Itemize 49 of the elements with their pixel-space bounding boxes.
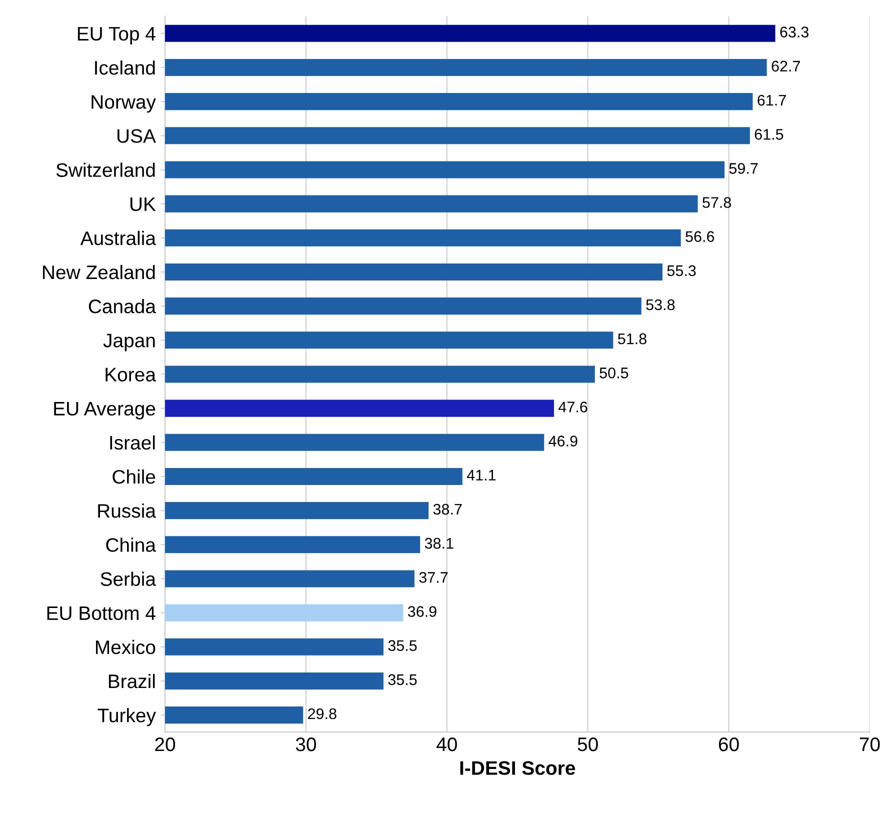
data-label: 63.3	[780, 26, 809, 38]
x-tick-label: 50	[578, 737, 598, 752]
x-tick-label: 30	[296, 737, 316, 752]
data-label: 57.8	[702, 197, 731, 208]
data-label: 56.6	[686, 231, 714, 242]
y-tick-label: Korea	[106, 368, 156, 382]
data-label: 38.7	[433, 504, 462, 515]
y-tick-label: Turkey	[98, 708, 156, 726]
data-label: 51.8	[618, 333, 646, 344]
data-label: 61.7	[758, 94, 786, 106]
data-label: 50.5	[600, 368, 628, 378]
y-tick-label: Israel	[110, 435, 155, 450]
y-tick-label: Serbia	[100, 572, 156, 586]
y-tick-label: UK	[130, 197, 156, 212]
x-axis-title: I-DESI Score	[460, 761, 576, 775]
y-tick-label: Australia	[80, 230, 156, 246]
y-tick-label: USA	[118, 129, 156, 143]
data-label: 61.5	[754, 128, 784, 140]
y-tick-label: Russia	[98, 504, 156, 518]
y-tick-label: Norway	[92, 95, 156, 113]
data-label: 38.1	[424, 538, 454, 549]
y-tick-label: China	[106, 538, 156, 552]
data-label: 35.5	[388, 640, 417, 652]
data-label: 46.9	[548, 436, 578, 447]
x-tick-label: 60	[718, 737, 739, 752]
data-label: 59.7	[729, 163, 758, 174]
data-label: 53.8	[646, 299, 675, 310]
data-label: 47.6	[558, 402, 588, 412]
data-label: 41.1	[466, 470, 496, 480]
x-tick-label: 20	[155, 737, 176, 752]
y-tick-label: Brazil	[108, 674, 155, 688]
y-tick-label: EU Average	[54, 402, 156, 420]
data-label: 29.8	[308, 708, 336, 720]
data-label: 36.9	[408, 606, 436, 617]
y-tick-label: Iceland	[95, 60, 155, 75]
data-label: 62.7	[772, 60, 800, 72]
y-tick-label: Mexico	[96, 640, 156, 654]
y-tick-label: New Zealand	[43, 264, 155, 280]
y-tick-label: Switzerland	[56, 162, 155, 177]
data-label: 37.7	[419, 572, 448, 583]
x-tick-label: 70	[860, 737, 880, 752]
y-tick-label: Canada	[88, 299, 156, 314]
y-tick-label: Japan	[103, 334, 155, 352]
data-label: 35.5	[388, 674, 417, 686]
x-tick-label: 40	[436, 737, 457, 752]
y-tick-label: EU Bottom 4	[47, 606, 156, 620]
data-label: 55.3	[667, 265, 696, 276]
y-tick-label: EU Top 4	[78, 27, 156, 44]
y-tick-label: Chile	[112, 469, 156, 484]
